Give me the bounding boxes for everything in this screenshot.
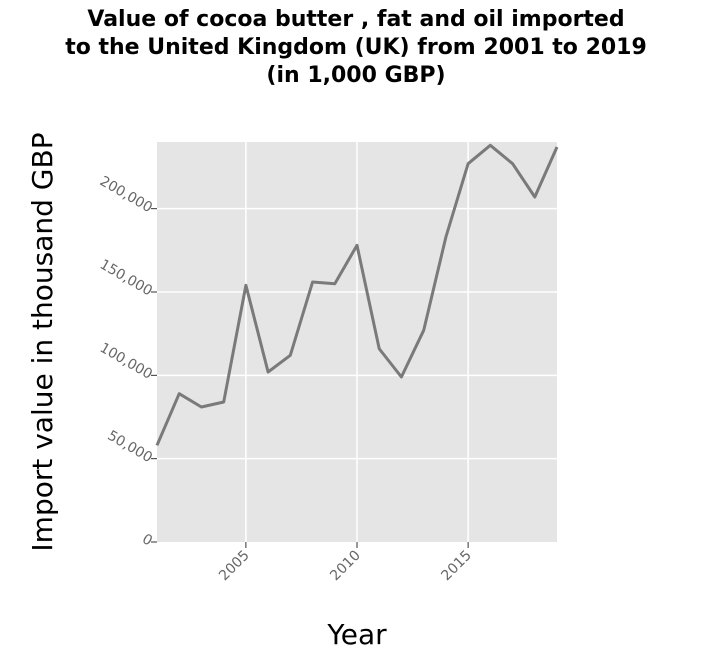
y-tick-label: 200,000	[97, 173, 155, 216]
chart-title: Value of cocoa butter , fat and oil impo…	[0, 6, 712, 90]
grid-lines	[157, 142, 557, 542]
y-tick-label: 0	[139, 531, 155, 549]
y-tick-label: 150,000	[97, 257, 155, 300]
series-line	[155, 143, 559, 446]
chart-title-line-1: Value of cocoa butter , fat and oil impo…	[87, 7, 625, 32]
chart-title-line-2: to the United Kingdom (UK) from 2001 to …	[65, 35, 647, 60]
x-tick-label: 2015	[438, 548, 475, 585]
x-tick-label: 2010	[327, 548, 364, 585]
y-tick-label: 100,000	[97, 340, 155, 383]
x-axis-label: Year	[326, 618, 387, 651]
y-tick-label: 50,000	[105, 428, 155, 466]
x-tick-label: 2005	[216, 548, 253, 585]
chart-title-line-3: (in 1,000 GBP)	[266, 63, 446, 88]
series-layer	[155, 143, 559, 446]
y-axis-label: Import value in thousand GBP	[26, 132, 59, 551]
